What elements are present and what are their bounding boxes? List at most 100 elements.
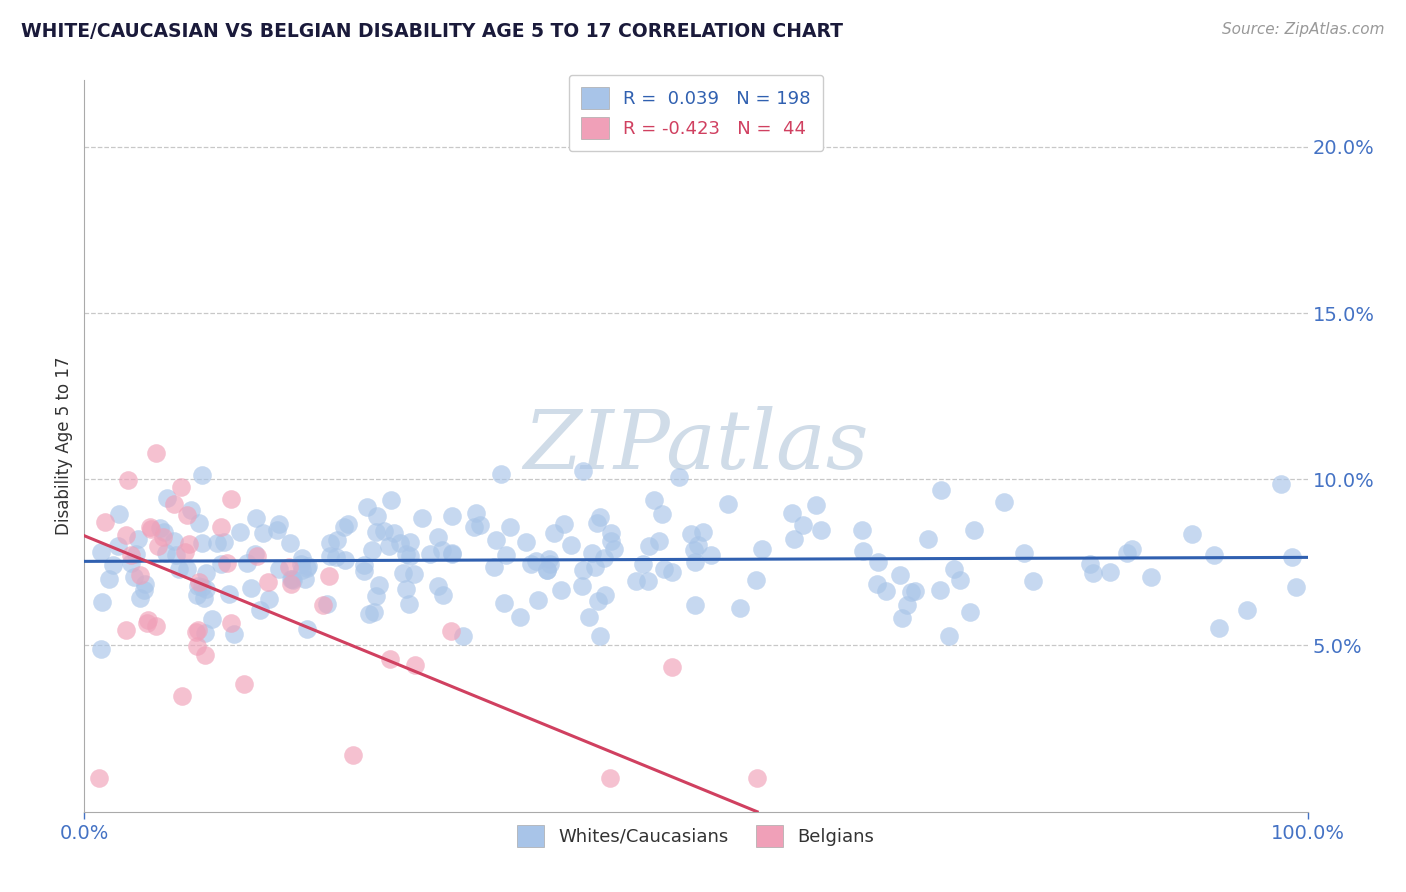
- Point: [156, 491, 179, 505]
- Point: [643, 492, 665, 507]
- Point: [333, 520, 356, 534]
- Point: [259, 591, 281, 606]
- Point: [1285, 580, 1308, 594]
- Point: [661, 660, 683, 674]
- Point: [1281, 549, 1303, 564]
- Point: [633, 557, 655, 571]
- Point: [163, 497, 186, 511]
- Point: [592, 550, 614, 565]
- Point: [246, 549, 269, 563]
- Point: [318, 569, 340, 583]
- Point: [550, 582, 572, 597]
- Point: [519, 557, 541, 571]
- Point: [648, 534, 671, 549]
- Point: [195, 566, 218, 581]
- Point: [747, 772, 769, 786]
- Point: [127, 533, 149, 547]
- Point: [411, 510, 433, 524]
- Point: [1181, 526, 1204, 541]
- Point: [319, 549, 342, 564]
- Point: [267, 562, 290, 576]
- Point: [851, 523, 873, 537]
- Point: [599, 772, 621, 786]
- Point: [463, 520, 485, 534]
- Point: [1208, 621, 1230, 635]
- Point: [440, 547, 463, 561]
- Point: [751, 542, 773, 557]
- Point: [440, 509, 463, 524]
- Point: [167, 561, 190, 575]
- Point: [586, 516, 609, 531]
- Point: [499, 520, 522, 534]
- Point: [162, 533, 184, 548]
- Point: [398, 534, 420, 549]
- Point: [373, 524, 395, 538]
- Point: [589, 629, 612, 643]
- Point: [249, 603, 271, 617]
- Point: [215, 557, 238, 571]
- Point: [194, 626, 217, 640]
- Y-axis label: Disability Age 5 to 17: Disability Age 5 to 17: [55, 357, 73, 535]
- Point: [1236, 603, 1258, 617]
- Point: [804, 498, 827, 512]
- Point: [603, 541, 626, 556]
- Point: [398, 597, 420, 611]
- Point: [193, 648, 215, 662]
- Point: [115, 528, 138, 542]
- Point: [214, 535, 236, 549]
- Point: [364, 589, 387, 603]
- Point: [356, 500, 378, 514]
- Point: [281, 572, 304, 586]
- Point: [120, 557, 142, 571]
- Point: [426, 530, 449, 544]
- Point: [432, 542, 454, 557]
- Text: Source: ZipAtlas.com: Source: ZipAtlas.com: [1222, 22, 1385, 37]
- Point: [589, 510, 612, 524]
- Point: [120, 549, 142, 563]
- Point: [868, 555, 890, 569]
- Point: [361, 542, 384, 557]
- Point: [440, 546, 463, 560]
- Point: [174, 545, 197, 559]
- Point: [366, 509, 388, 524]
- Point: [245, 510, 267, 524]
- Point: [326, 533, 349, 547]
- Point: [342, 748, 364, 763]
- Point: [685, 598, 707, 612]
- Point: [896, 598, 918, 612]
- Point: [278, 536, 301, 550]
- Point: [229, 525, 252, 540]
- Point: [1012, 546, 1035, 560]
- Point: [482, 559, 505, 574]
- Point: [668, 470, 690, 484]
- Point: [252, 526, 274, 541]
- Point: [333, 552, 356, 566]
- Point: [146, 540, 169, 554]
- Point: [560, 538, 582, 552]
- Point: [136, 613, 159, 627]
- Point: [368, 578, 391, 592]
- Point: [378, 539, 401, 553]
- Point: [129, 568, 152, 582]
- Point: [904, 583, 927, 598]
- Point: [900, 585, 922, 599]
- Point: [188, 516, 211, 531]
- Point: [419, 547, 441, 561]
- Point: [283, 573, 305, 587]
- Point: [875, 583, 897, 598]
- Point: [187, 579, 209, 593]
- Point: [90, 545, 112, 559]
- Point: [219, 491, 242, 506]
- Point: [494, 596, 516, 610]
- Point: [277, 560, 299, 574]
- Point: [219, 615, 242, 630]
- Point: [280, 576, 302, 591]
- Point: [929, 483, 952, 498]
- Point: [125, 547, 148, 561]
- Point: [325, 549, 347, 564]
- Point: [1140, 570, 1163, 584]
- Point: [427, 579, 450, 593]
- Point: [1099, 565, 1122, 579]
- Point: [600, 526, 623, 541]
- Point: [107, 539, 129, 553]
